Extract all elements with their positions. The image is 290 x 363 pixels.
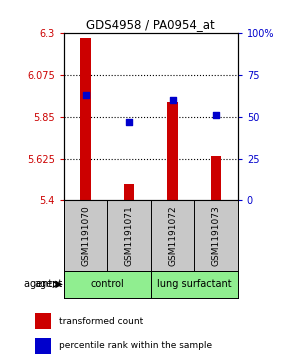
Bar xyxy=(167,102,178,200)
Text: GSM1191071: GSM1191071 xyxy=(124,205,134,266)
Point xyxy=(83,92,88,98)
Bar xyxy=(124,184,135,200)
Point xyxy=(170,97,175,103)
Text: agent: agent xyxy=(35,280,63,289)
Point xyxy=(127,119,131,125)
Bar xyxy=(151,271,238,298)
Text: lung surfactant: lung surfactant xyxy=(157,280,232,289)
Text: GSM1191072: GSM1191072 xyxy=(168,205,177,266)
Bar xyxy=(211,156,222,200)
Text: agent ▶: agent ▶ xyxy=(24,280,63,289)
Text: transformed count: transformed count xyxy=(59,317,143,326)
Bar xyxy=(35,313,51,330)
Point xyxy=(214,112,218,118)
Bar xyxy=(35,338,51,354)
Text: GSM1191073: GSM1191073 xyxy=(211,205,221,266)
Bar xyxy=(64,271,151,298)
Text: GSM1191070: GSM1191070 xyxy=(81,205,90,266)
Text: percentile rank within the sample: percentile rank within the sample xyxy=(59,341,212,350)
Bar xyxy=(80,38,91,200)
Text: control: control xyxy=(90,280,124,289)
Title: GDS4958 / PA0954_at: GDS4958 / PA0954_at xyxy=(86,19,215,32)
